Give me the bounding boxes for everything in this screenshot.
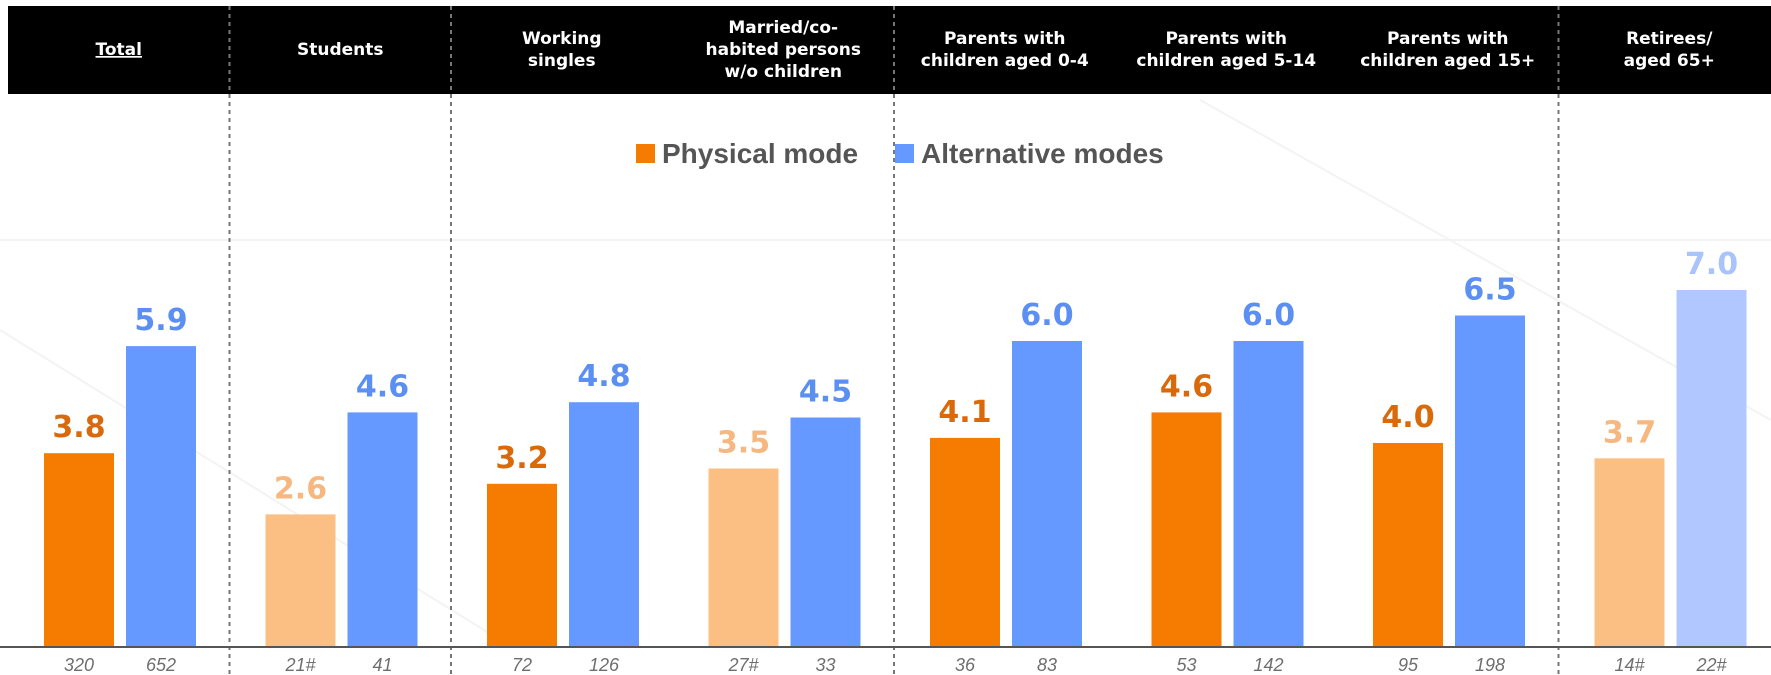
sample-size-label: 95 (1398, 655, 1419, 675)
value-label: 5.9 (134, 303, 187, 338)
value-label: 4.5 (799, 375, 852, 410)
sample-size-label: 22# (1695, 655, 1727, 675)
legend: Physical mode Alternative modes (636, 138, 1164, 169)
category-header: w/o children (724, 62, 842, 82)
category-header: children aged 15+ (1360, 51, 1535, 71)
header-band (8, 6, 1771, 94)
value-label: 3.2 (495, 441, 548, 476)
group-separators (228, 6, 1560, 675)
sample-size-labels: 320 652 21# 41 72 126 27# 33 36 83 53 142 95 198 14# 22… (64, 655, 1728, 675)
alternative-modes-bar (126, 346, 196, 647)
bars (44, 290, 1747, 647)
value-label: 4.0 (1381, 400, 1434, 435)
value-label: 6.5 (1463, 273, 1516, 308)
alternative-modes-bar (1233, 341, 1304, 647)
category-header: Parents with (944, 29, 1065, 49)
category-header: Retirees/ (1626, 29, 1713, 49)
sample-size-label: 21# (284, 655, 316, 675)
legend-label: Physical mode (662, 138, 858, 169)
category-header: Parents with (1166, 29, 1287, 49)
category-header: Students (297, 40, 384, 60)
value-label: 6.0 (1020, 298, 1073, 333)
legend-label: Alternative modes (921, 138, 1164, 169)
sample-size-label: 83 (1037, 655, 1057, 675)
value-label: 4.6 (356, 369, 409, 404)
alternative-modes-bar (1455, 315, 1525, 647)
physical-mode-bar (930, 437, 1000, 647)
physical-mode-bar (1151, 412, 1222, 647)
alternative-modes-bar (347, 412, 418, 647)
category-header: habited persons (706, 40, 861, 60)
category-header: Parents with (1387, 29, 1508, 49)
sample-size-label: 41 (372, 655, 392, 675)
physical-mode-bar (487, 483, 557, 647)
category-header: Married/co- (728, 18, 838, 38)
sample-size-label: 198 (1475, 655, 1505, 675)
sample-size-label: 72 (512, 655, 532, 675)
value-label: 3.8 (52, 410, 105, 445)
legend-swatch (895, 144, 914, 163)
physical-mode-bar (1373, 443, 1443, 647)
alternative-modes-bar (569, 402, 639, 647)
sample-size-label: 142 (1253, 655, 1283, 675)
alternative-modes-bar (790, 417, 861, 647)
value-label: 3.7 (1603, 415, 1656, 450)
value-labels: 3.8 5.9 2.6 4.6 3.2 4.8 3.5 4.5 4.1 6.0 4.6 6.0 4.0 6… (52, 247, 1738, 506)
category-header: children aged 5-14 (1136, 51, 1316, 71)
alternative-modes-bar (1676, 290, 1747, 647)
legend-swatch (636, 144, 655, 163)
value-label: 3.5 (717, 426, 770, 461)
category-header: aged 65+ (1624, 51, 1715, 71)
value-label: 6.0 (1242, 298, 1295, 333)
sample-size-label: 126 (589, 655, 620, 675)
value-label: 2.6 (274, 471, 327, 506)
physical-mode-bar (1594, 458, 1665, 647)
category-header: Working (522, 29, 602, 49)
value-label: 4.8 (577, 359, 630, 394)
category-header: Total (96, 40, 142, 60)
sample-size-label: 53 (1176, 655, 1196, 675)
sample-size-label: 14# (1614, 655, 1645, 675)
category-header: singles (528, 51, 596, 71)
value-label: 4.6 (1160, 369, 1213, 404)
physical-mode-bar (44, 453, 114, 647)
category-header: children aged 0-4 (921, 51, 1089, 71)
value-label: 4.1 (938, 395, 991, 430)
sample-size-label: 27# (727, 655, 759, 675)
physical-mode-bar (708, 468, 779, 647)
sample-size-label: 33 (815, 655, 835, 675)
value-label: 7.0 (1685, 247, 1738, 282)
sample-size-label: 36 (955, 655, 976, 675)
sample-size-label: 652 (146, 655, 176, 675)
alternative-modes-bar (1012, 341, 1082, 647)
sample-size-label: 320 (64, 655, 94, 675)
physical-mode-bar (265, 514, 336, 647)
